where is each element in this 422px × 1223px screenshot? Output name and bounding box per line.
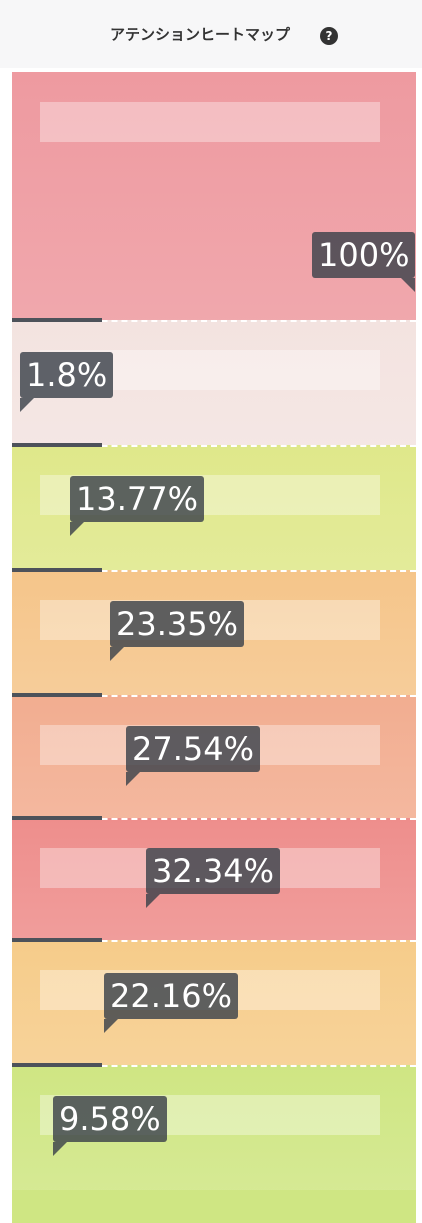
attention-label: 23.35% bbox=[110, 601, 244, 647]
title: アテンションヒートマップ bbox=[0, 24, 400, 45]
attention-label: 27.54% bbox=[126, 726, 260, 772]
section-marker bbox=[12, 816, 102, 820]
label-tail bbox=[110, 647, 124, 661]
label-tail bbox=[126, 772, 140, 786]
content-placeholder bbox=[40, 102, 380, 142]
attention-label: 13.77% bbox=[70, 476, 204, 522]
attention-label: 100% bbox=[312, 232, 415, 278]
heat-band bbox=[12, 1190, 416, 1223]
label-tail bbox=[146, 894, 160, 908]
attention-label: 1.8% bbox=[20, 352, 113, 398]
label-tail bbox=[70, 522, 84, 536]
section-marker bbox=[12, 693, 102, 697]
label-tail bbox=[53, 1142, 67, 1156]
section-marker bbox=[12, 443, 102, 447]
attention-label: 32.34% bbox=[146, 848, 280, 894]
label-tail bbox=[401, 278, 415, 292]
header: アテンションヒートマップ ? bbox=[0, 0, 422, 68]
attention-label: 9.58% bbox=[53, 1096, 167, 1142]
label-tail bbox=[104, 1019, 118, 1033]
section-marker bbox=[12, 318, 102, 322]
section-marker bbox=[12, 568, 102, 572]
section-marker bbox=[12, 938, 102, 942]
section-marker bbox=[12, 1063, 102, 1067]
page: アテンションヒートマップ ? 100% 1.8% 13.77% 23.35% 27.54… bbox=[0, 0, 422, 1223]
attention-label: 22.16% bbox=[104, 973, 238, 1019]
help-icon[interactable]: ? bbox=[320, 27, 338, 45]
label-tail bbox=[20, 398, 34, 412]
